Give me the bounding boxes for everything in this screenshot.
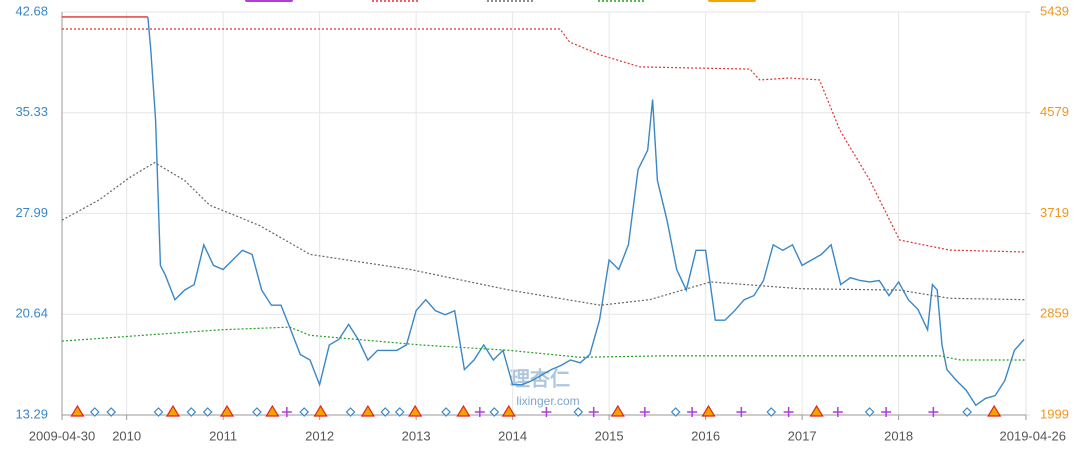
marker-plus — [881, 407, 892, 417]
marker-plus — [832, 407, 843, 417]
marker-triangle — [987, 404, 1002, 417]
x-tick-label: 2019-04-26 — [1000, 428, 1067, 443]
watermark-logo: 理杏仁 — [510, 366, 570, 390]
y2-tick-label: 5439 — [1040, 3, 1069, 18]
marker-diamond — [186, 407, 197, 417]
watermark-url: lixinger.com — [516, 394, 579, 408]
x-tick-label: 2016 — [691, 428, 720, 443]
marker-diamond — [252, 407, 262, 417]
y2-tick-label: 1999 — [1040, 406, 1069, 421]
x-tick-label: 2010 — [112, 428, 141, 443]
marker-triangle — [701, 404, 716, 417]
marker-plus — [736, 407, 747, 417]
x-tick-label: 2014 — [498, 428, 527, 443]
marker-diamond — [153, 407, 164, 417]
x-tick-label: 2013 — [402, 428, 431, 443]
marker-triangle — [456, 404, 471, 417]
series-line — [61, 161, 1027, 306]
marker-diamond — [441, 407, 451, 417]
marker-triangle — [408, 404, 423, 417]
series-line — [147, 17, 1025, 407]
y-tick-label: 42.68 — [15, 3, 48, 18]
marker-diamond — [202, 407, 213, 417]
series-line — [61, 326, 1026, 361]
y-tick-label: 13.29 — [15, 406, 48, 421]
x-tick-label: 2017 — [788, 428, 817, 443]
marker-diamond — [345, 407, 356, 417]
marker-diamond — [766, 407, 777, 417]
marker-plus — [687, 407, 698, 417]
marker-triangle — [809, 404, 824, 417]
y-tick-label: 27.99 — [15, 205, 48, 220]
marker-plus — [588, 407, 599, 417]
marker-triangle — [360, 404, 375, 417]
marker-triangle — [610, 404, 625, 417]
y2-tick-label: 4579 — [1040, 104, 1069, 119]
marker-diamond — [864, 407, 875, 417]
legend-swatch — [245, 0, 293, 2]
x-tick-label: 2012 — [305, 428, 334, 443]
x-tick-label: 2009-04-30 — [29, 428, 96, 443]
marker-diamond — [89, 407, 100, 417]
y2-tick-label: 2859 — [1040, 306, 1069, 321]
marker-diamond — [394, 407, 405, 417]
y-tick-label: 35.33 — [15, 104, 48, 119]
legend-swatch — [708, 0, 756, 2]
x-tick-label: 2018 — [884, 428, 913, 443]
marker-diamond — [380, 407, 391, 417]
marker-diamond — [573, 407, 584, 417]
y-tick-label: 20.64 — [15, 306, 48, 321]
marker-diamond — [106, 407, 117, 417]
marker-diamond — [489, 407, 500, 417]
series-line — [62, 28, 1027, 253]
marker-plus — [281, 407, 292, 417]
marker-plus — [541, 407, 552, 417]
marker-plus — [474, 407, 485, 417]
marker-triangle — [501, 404, 516, 417]
marker-triangle — [165, 404, 181, 417]
marker-triangle — [219, 404, 235, 417]
x-tick-label: 2011 — [209, 428, 237, 443]
marker-plus — [783, 407, 794, 417]
marker-diamond — [962, 407, 972, 417]
y2-tick-label: 3719 — [1040, 205, 1069, 220]
marker-diamond — [670, 407, 681, 417]
x-tick-label: 2015 — [595, 428, 624, 443]
marker-triangle — [313, 404, 328, 417]
marker-plus — [928, 407, 939, 417]
marker-triangle — [70, 404, 85, 417]
marker-diamond — [299, 407, 310, 417]
marker-plus — [639, 407, 650, 417]
marker-triangle — [265, 404, 280, 417]
